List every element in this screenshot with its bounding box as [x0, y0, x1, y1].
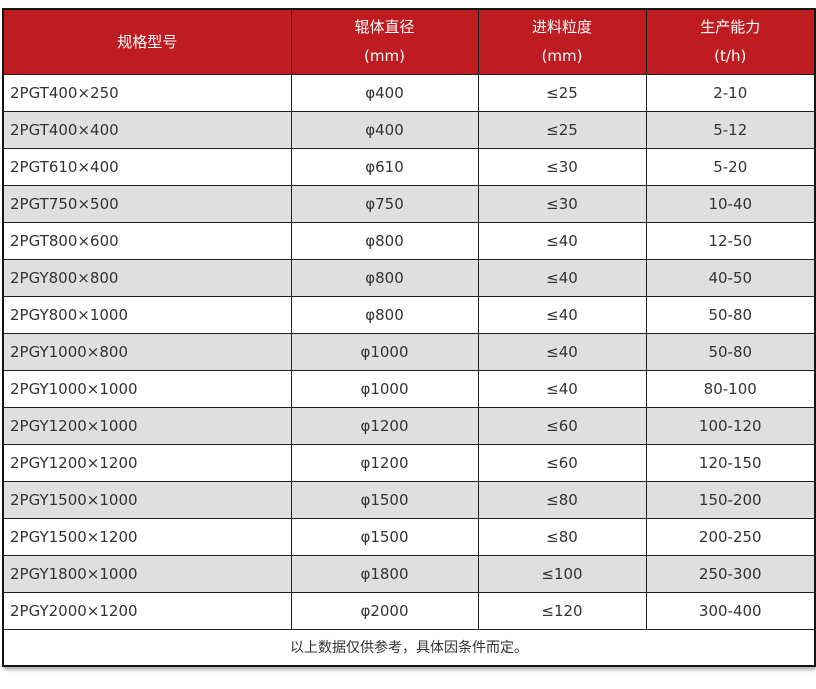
table-cell: 120-150 — [645, 443, 816, 482]
table-cell: φ800 — [290, 221, 479, 260]
header-line1: 生产能力 — [700, 18, 761, 37]
table-cell: 2PGY1500×1000 — [2, 480, 292, 519]
table-cell: ≤60 — [477, 443, 647, 482]
header-line1: 辊体直径 — [354, 18, 415, 37]
table-cell: ≤80 — [477, 517, 647, 556]
table-row: 2PGY800×800 φ800 ≤40 40-50 — [2, 258, 816, 297]
table-cell: φ1500 — [290, 517, 479, 556]
table-cell: φ1000 — [290, 332, 479, 371]
table-cell: ≤40 — [477, 369, 647, 408]
table-cell: ≤40 — [477, 332, 647, 371]
table-cell: 40-50 — [645, 258, 816, 297]
footer-row: 以上数据仅供参考，具体因条件而定。 — [2, 628, 816, 667]
table-cell: ≤25 — [477, 110, 647, 149]
table-cell: φ400 — [290, 110, 479, 149]
header-line1: 进料粒度 — [531, 18, 592, 37]
table-cell: 300-400 — [645, 591, 816, 630]
table-cell: φ1200 — [290, 443, 479, 482]
table-cell: 2-10 — [645, 73, 816, 112]
header-line2: (mm) — [364, 47, 405, 66]
table-cell: 2PGY2000×1200 — [2, 591, 292, 630]
table-cell: φ750 — [290, 184, 479, 223]
table-row: 2PGY800×1000 φ800 ≤40 50-80 — [2, 295, 816, 334]
table-row: 2PGY1000×800 φ1000 ≤40 50-80 — [2, 332, 816, 371]
table-cell: φ800 — [290, 295, 479, 334]
table-cell: 5-20 — [645, 147, 816, 186]
table-cell: 250-300 — [645, 554, 816, 593]
header-cell-0: 规格型号 — [2, 8, 292, 75]
header-line2: (mm) — [541, 47, 583, 66]
table-cell: φ800 — [290, 258, 479, 297]
footer-note: 以上数据仅供参考，具体因条件而定。 — [2, 628, 816, 667]
table-row: 2PGT800×600 φ800 ≤40 12-50 — [2, 221, 816, 260]
table-cell: 2PGT800×600 — [2, 221, 292, 260]
table-cell: 150-200 — [645, 480, 816, 519]
table-cell: 2PGY800×800 — [2, 258, 292, 297]
table-cell: 50-80 — [645, 332, 816, 371]
table-row: 2PGT610×400 φ610 ≤30 5-20 — [2, 147, 816, 186]
table-cell: φ400 — [290, 73, 479, 112]
table-cell: 5-12 — [645, 110, 816, 149]
table-cell: ≤100 — [477, 554, 647, 593]
table-cell: ≤40 — [477, 295, 647, 334]
table-row: 2PGY1200×1200 φ1200 ≤60 120-150 — [2, 443, 816, 482]
table-cell: 2PGT610×400 — [2, 147, 292, 186]
header-cell-3: 生产能力 (t/h) — [645, 8, 816, 75]
table-row: 2PGY1000×1000 φ1000 ≤40 80-100 — [2, 369, 816, 408]
table-cell: ≤40 — [477, 221, 647, 260]
table-cell: φ1200 — [290, 406, 479, 445]
table-cell: φ1500 — [290, 480, 479, 519]
table-cell: 2PGY800×1000 — [2, 295, 292, 334]
table-cell: ≤120 — [477, 591, 647, 630]
header-line2: (t/h) — [714, 47, 747, 66]
table-row: 2PGT400×250 φ400 ≤25 2-10 — [2, 73, 816, 112]
table-cell: 2PGY1200×1000 — [2, 406, 292, 445]
table-cell: 2PGY1000×800 — [2, 332, 292, 371]
table-head: 规格型号 辊体直径 (mm) 进料粒度 (mm) 生产能力 (t/h) — [2, 8, 816, 75]
table-cell: φ1800 — [290, 554, 479, 593]
table-cell: ≤30 — [477, 184, 647, 223]
table-cell: 50-80 — [645, 295, 816, 334]
table-cell: φ610 — [290, 147, 479, 186]
table-cell: ≤80 — [477, 480, 647, 519]
table-row: 2PGY1500×1200 φ1500 ≤80 200-250 — [2, 517, 816, 556]
table-header-row: 规格型号 辊体直径 (mm) 进料粒度 (mm) 生产能力 (t/h) — [2, 8, 816, 75]
table-cell: 10-40 — [645, 184, 816, 223]
table-cell: 2PGT750×500 — [2, 184, 292, 223]
table-cell: ≤25 — [477, 73, 647, 112]
table-row: 2PGT400×400 φ400 ≤25 5-12 — [2, 110, 816, 149]
table-cell: 2PGY1800×1000 — [2, 554, 292, 593]
header-line1: 规格型号 — [117, 32, 178, 51]
table-cell: ≤40 — [477, 258, 647, 297]
table-row: 2PGY1200×1000 φ1200 ≤60 100-120 — [2, 406, 816, 445]
table-cell: 2PGY1200×1200 — [2, 443, 292, 482]
header-cell-1: 辊体直径 (mm) — [290, 8, 479, 75]
table-cell: φ2000 — [290, 591, 479, 630]
table-row: 2PGY1500×1000 φ1500 ≤80 150-200 — [2, 480, 816, 519]
table-cell: 2PGY1000×1000 — [2, 369, 292, 408]
table-row: 2PGT750×500 φ750 ≤30 10-40 — [2, 184, 816, 223]
header-cell-2: 进料粒度 (mm) — [477, 8, 647, 75]
table-row: 2PGY2000×1200 φ2000 ≤120 300-400 — [2, 591, 816, 630]
table-cell: 12-50 — [645, 221, 816, 260]
table-cell: 200-250 — [645, 517, 816, 556]
table-cell: 2PGT400×250 — [2, 73, 292, 112]
table-cell: 2PGY1500×1200 — [2, 517, 292, 556]
table-row: 2PGY1800×1000 φ1800 ≤100 250-300 — [2, 554, 816, 593]
table-cell: ≤30 — [477, 147, 647, 186]
table-foot: 以上数据仅供参考，具体因条件而定。 — [2, 628, 816, 667]
table-cell: 2PGT400×400 — [2, 110, 292, 149]
table-cell: 80-100 — [645, 369, 816, 408]
table-cell: 100-120 — [645, 406, 816, 445]
spec-table: 规格型号 辊体直径 (mm) 进料粒度 (mm) 生产能力 (t/h) 2PGT400×25… — [2, 8, 816, 667]
table-cell: ≤60 — [477, 406, 647, 445]
table-body: 2PGT400×250 φ400 ≤25 2-10 2PGT400×400 φ400 ≤25… — [2, 73, 816, 630]
table-cell: φ1000 — [290, 369, 479, 408]
